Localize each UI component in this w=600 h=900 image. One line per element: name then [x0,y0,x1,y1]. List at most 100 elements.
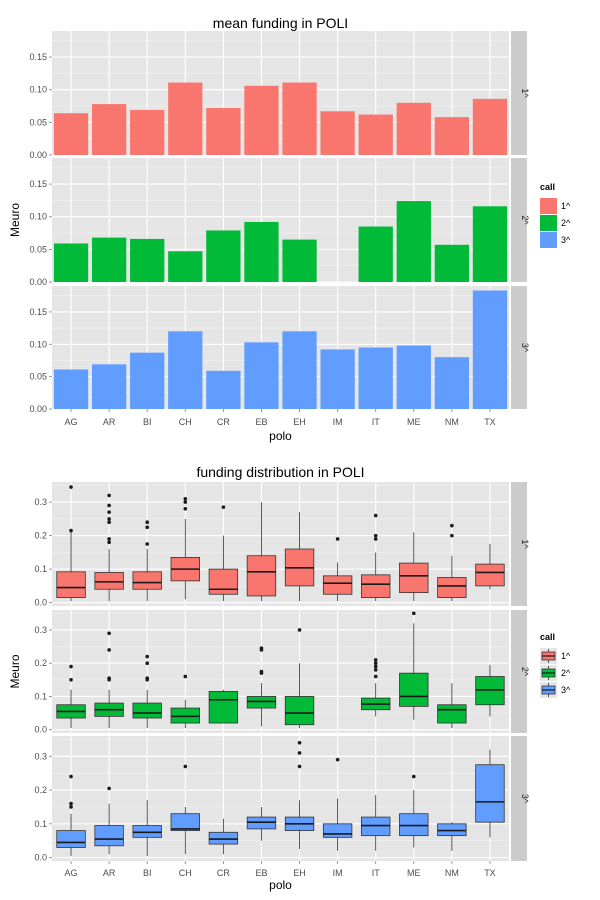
box-IT [361,513,391,601]
bar-IT [358,114,393,155]
box-CH [170,496,200,600]
bar-NM [434,244,470,282]
x-tick-label: ME [407,417,421,427]
legend: call 1^ 2^ 3^ [540,632,571,698]
outlier-point [373,658,378,662]
bar-CR [206,370,241,409]
chart-title: mean funding in POLI [213,15,348,31]
bar-IM [320,111,355,155]
box-body [437,704,467,724]
bar-EB [244,342,279,409]
x-tick-label: TX [484,417,496,427]
facet-panel-3: 0.00 0.05 0.10 0.15 3^ [29,286,530,414]
box-BI [132,654,162,729]
y-tick-label: 0.05 [29,117,47,127]
box-ME [399,532,429,601]
outlier-point [145,520,150,525]
bar-BI [130,238,165,282]
x-tick-label: CH [179,868,192,878]
outlier-point [411,611,416,616]
outlier-point [69,528,73,533]
box-NM [437,523,467,601]
bar-ME [396,201,431,282]
box-EH [284,512,315,601]
panel-background [52,158,509,282]
outlier-point [450,523,454,528]
y-tick-label: 0.15 [29,179,47,189]
legend-key-3 [540,232,557,248]
y-tick-label: 0.2 [34,531,47,541]
outlier-point [297,764,302,769]
y-tick-label: 0.3 [34,751,47,761]
y-tick-label: 0.00 [29,277,47,287]
box-body [399,672,429,707]
facet-strip-label: 2^ [520,215,530,225]
legend-label-2: 2^ [561,218,571,228]
outlier-point [69,805,73,809]
legend-label-3: 3^ [561,685,571,695]
box-EB [246,646,277,727]
box-body [94,825,124,847]
box-AR [94,493,124,601]
outlier-point [373,664,378,669]
bar-TX [472,206,508,282]
box-BI [132,800,162,856]
y-tick-label: 0.2 [34,785,47,795]
box-body [475,676,505,706]
outlier-point [107,631,111,636]
facet-strip-label: 3^ [520,794,530,804]
panel-background [52,610,509,733]
box-ME [399,774,429,848]
legend-key-2 [540,215,557,231]
x-tick-label: TX [484,868,496,878]
box-NM [437,822,467,851]
legend: call 1^ 2^ 3^ [540,182,571,248]
x-tick-label: CR [217,417,230,427]
y-tick-label: 0.1 [34,691,47,701]
x-tick-label: BI [143,417,152,427]
panel-background [52,286,509,409]
x-tick-label: NM [445,868,459,878]
x-tick-label: IT [372,868,381,878]
y-tick-label: 0.00 [29,404,47,414]
outlier-point [69,485,73,489]
outlier-point [69,678,73,682]
x-tick-label: AG [65,417,78,427]
outlier-point [145,676,150,680]
box-chart: funding distribution in POLI 0.0 0.1 0.2 0.3… [8,464,571,892]
box-EH [284,628,315,729]
panel-background [52,482,509,606]
outlier-point [107,510,111,514]
bar-IT [358,226,393,282]
bar-AG [53,369,89,409]
box-body [208,691,239,724]
bar-CH [168,251,203,282]
box-CR [208,689,239,724]
y-tick-label: 0.0 [34,725,47,735]
outlier-point [259,646,264,651]
box-AR [94,631,124,729]
box-body [399,562,429,593]
box-CR [208,818,239,855]
legend-key-1 [540,198,557,214]
box-IT [361,658,391,717]
box-body [361,574,391,599]
facet-panel-1: 0.00 0.05 0.10 0.15 1^ [29,31,530,160]
box-ME [399,611,429,720]
x-tick-label: AG [65,868,78,878]
box-body [246,696,277,709]
panel-background [52,31,509,155]
box-AG [56,774,86,856]
outlier-point [373,674,378,679]
box-body [437,823,467,837]
x-axis-label: polo [269,429,292,443]
box-IM [322,537,353,601]
y-tick-label: 0.05 [29,372,47,382]
facet-strip [511,736,527,861]
bar-IM [320,349,355,409]
outlier-point [107,786,111,791]
bar-AR [91,364,127,409]
box-CR [208,505,239,601]
bar-AG [53,243,89,282]
bar-ME [396,345,431,409]
